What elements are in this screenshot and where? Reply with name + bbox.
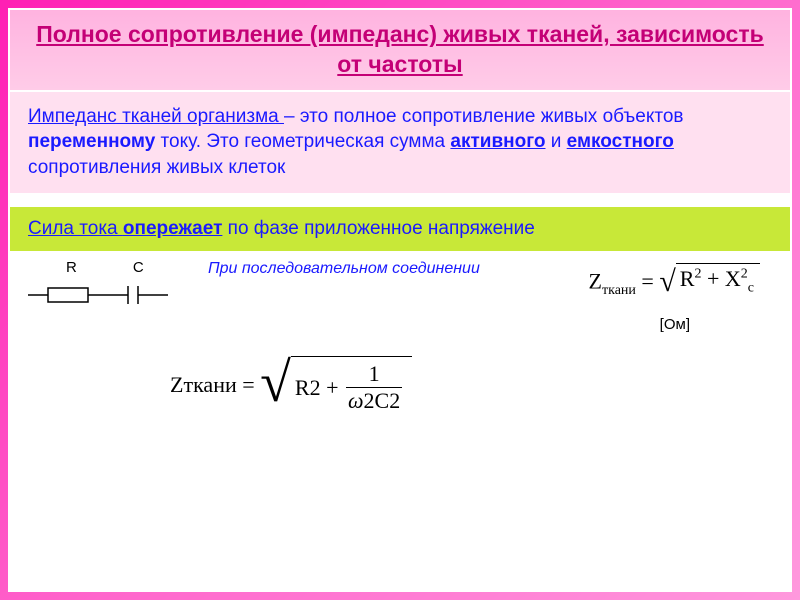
sqrt-icon: √ [260,355,291,411]
title-panel: Полное сопротивление (импеданс) живых тк… [10,10,790,90]
f1-zsub: ткани [602,283,636,298]
f1-eq: = [641,269,653,294]
unit-ohm: [Ом] [660,316,690,333]
phase-panel: Сила тока опережает по фазе приложенное … [10,207,790,252]
f2-omega: ω [348,388,364,413]
f2-num: 1 [367,361,382,387]
f1-sqrt: √ R2 + X2c [659,263,760,296]
f1-xc: c [748,281,754,296]
f2-plus: + [326,375,338,401]
f1-plus: + [707,266,719,291]
f2-z: Z [170,372,183,398]
f2-c2: 2 [389,388,400,413]
phase-text: Сила тока опережает по фазе приложенное … [28,217,772,242]
def-tail: сопротивления живых клеток [28,157,285,178]
impedance-formula-omega: Zткани = √ R2 + 1 ω2C2 [170,356,412,414]
f2-fraction: 1 ω2C2 [346,361,402,414]
sqrt-icon: √ [659,267,675,297]
f2-radicand: R2 + 1 ω2C2 [291,356,412,414]
definition-text: Импеданс тканей организма – это полное с… [28,104,772,181]
circuit-diagram: R C [28,259,188,315]
f1-x2: 2 [741,267,748,282]
f2-eq: = [242,372,254,398]
def-bold2: активного [450,131,545,152]
formula-area: R C При последовательном соединении Zтка… [10,251,790,590]
f2-r2: 2 [310,375,321,401]
f2-den: ω2C2 [346,387,402,414]
definition-panel: Импеданс тканей организма – это полное с… [10,92,790,193]
impedance-formula-rx: Zткани = √ R2 + X2c [589,263,760,299]
phase-tail: по фазе приложенное напряжение [222,218,534,239]
slide-title: Полное сопротивление (импеданс) живых тк… [30,20,770,80]
resistor-label: R [66,259,77,276]
slide-frame: Полное сопротивление (импеданс) живых тк… [8,8,792,592]
f2-zsub: ткани [183,372,236,398]
f1-z: Z [589,269,602,294]
def-mid2: току. Это геометрическая сумма [155,131,450,152]
f1-r2: 2 [694,267,701,282]
circuit-labels: R C [28,259,188,276]
f2-w2: 2 [364,388,375,413]
f1-x: X [725,266,741,291]
def-mid1: – это полное сопротивление живых объекто… [284,106,684,127]
phase-bold: опережает [123,218,222,239]
connection-note: При последовательном соединении [208,259,480,279]
circuit-svg [28,280,188,310]
def-bold3: емкостного [567,131,674,152]
def-bold1: переменному [28,131,155,152]
f1-radicand: R2 + X2c [676,263,760,296]
def-mid3: и [546,131,567,152]
capacitor-label: C [133,259,144,276]
f2-c: C [375,388,390,413]
phase-lead: Сила тока [28,218,123,239]
f2-r: R [295,375,310,401]
def-lead: Импеданс тканей организма [28,106,284,127]
f1-r: R [680,266,695,291]
